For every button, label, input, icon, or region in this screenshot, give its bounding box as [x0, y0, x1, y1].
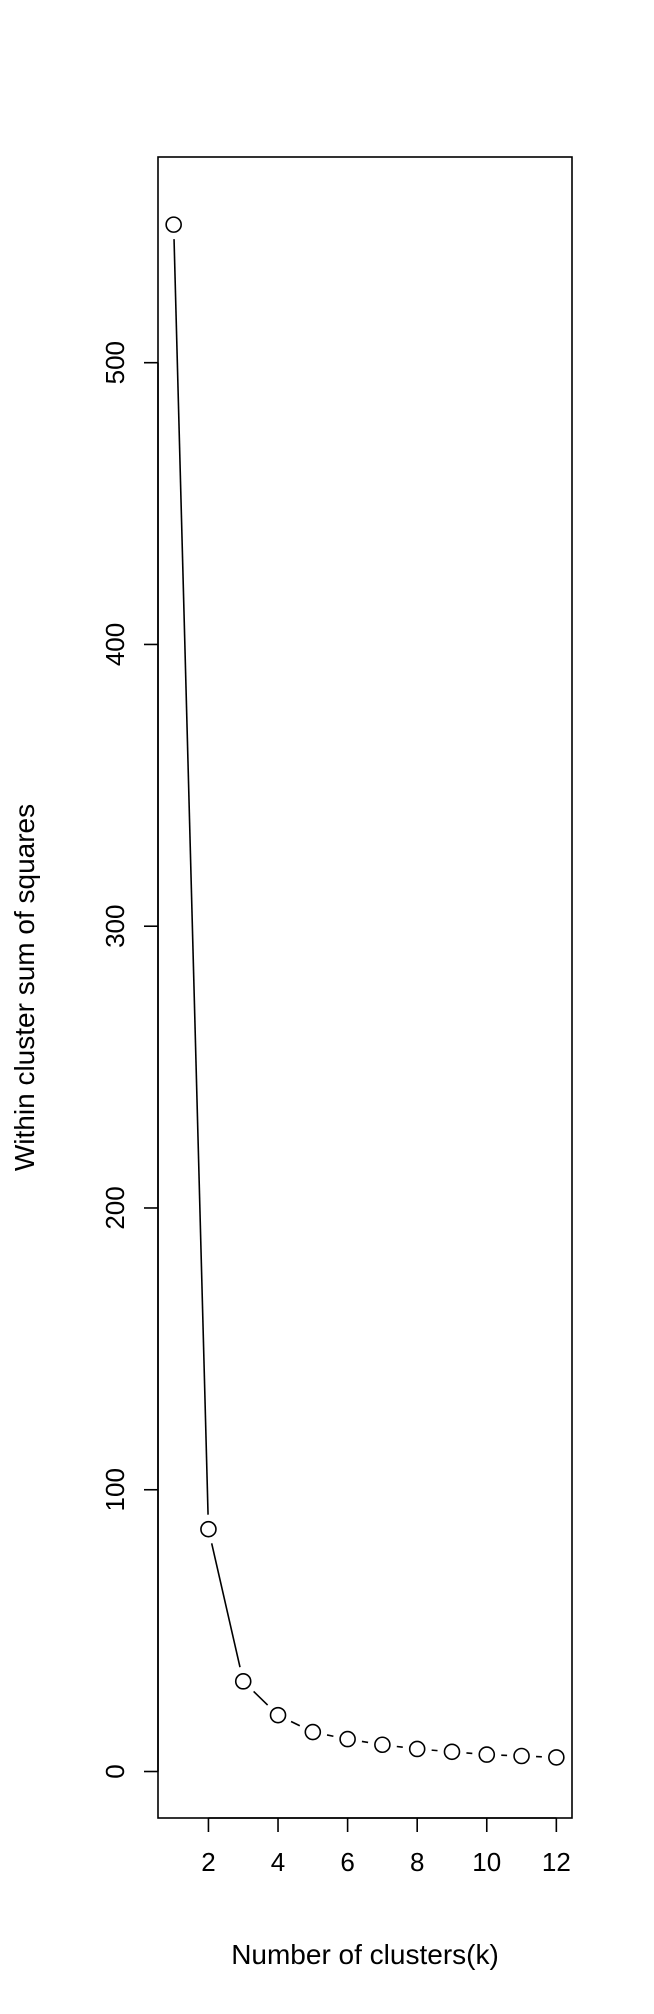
- data-point: [478, 1746, 496, 1763]
- x-tick-label: 10: [472, 1847, 501, 1877]
- data-point: [269, 1706, 287, 1724]
- series-segment: [361, 1740, 369, 1744]
- x-tick-label: 6: [340, 1847, 354, 1877]
- data-point: [165, 216, 182, 233]
- y-axis: 0 100 200 300 400 500: [100, 341, 159, 1779]
- y-tick-label: 100: [100, 1468, 130, 1511]
- y-tick-label: 300: [100, 905, 130, 948]
- data-point: [513, 1747, 530, 1765]
- data-point: [234, 1673, 252, 1690]
- x-tick-label: 2: [201, 1847, 215, 1877]
- x-tick-label: 8: [410, 1847, 424, 1877]
- series-segment: [253, 1690, 269, 1706]
- data-point: [443, 1743, 461, 1761]
- data-point: [339, 1730, 356, 1748]
- series-segment: [173, 239, 209, 1515]
- x-tick-label: 4: [271, 1847, 285, 1877]
- series-segment: [290, 1720, 301, 1727]
- x-axis: 2 4 6 8 10 12: [201, 1817, 571, 1877]
- y-tick-label: 400: [100, 623, 130, 666]
- series-segment: [326, 1734, 334, 1738]
- x-tick-label: 12: [542, 1847, 571, 1877]
- data-point: [200, 1520, 217, 1538]
- y-axis-title: Within cluster sum of squares: [9, 804, 40, 1171]
- series-segment: [396, 1745, 403, 1749]
- y-tick-label: 200: [100, 1186, 130, 1229]
- x-axis-title: Number of clusters(k): [231, 1939, 499, 1970]
- data-point: [374, 1736, 391, 1754]
- data-point: [548, 1749, 565, 1766]
- series-segment: [210, 1543, 241, 1668]
- data-point: [408, 1740, 426, 1758]
- y-tick-label: 0: [100, 1764, 130, 1778]
- data-point: [304, 1723, 322, 1741]
- series-line-group: [173, 239, 542, 1758]
- series-point-group: [165, 216, 565, 1766]
- y-tick-label: 500: [100, 341, 130, 384]
